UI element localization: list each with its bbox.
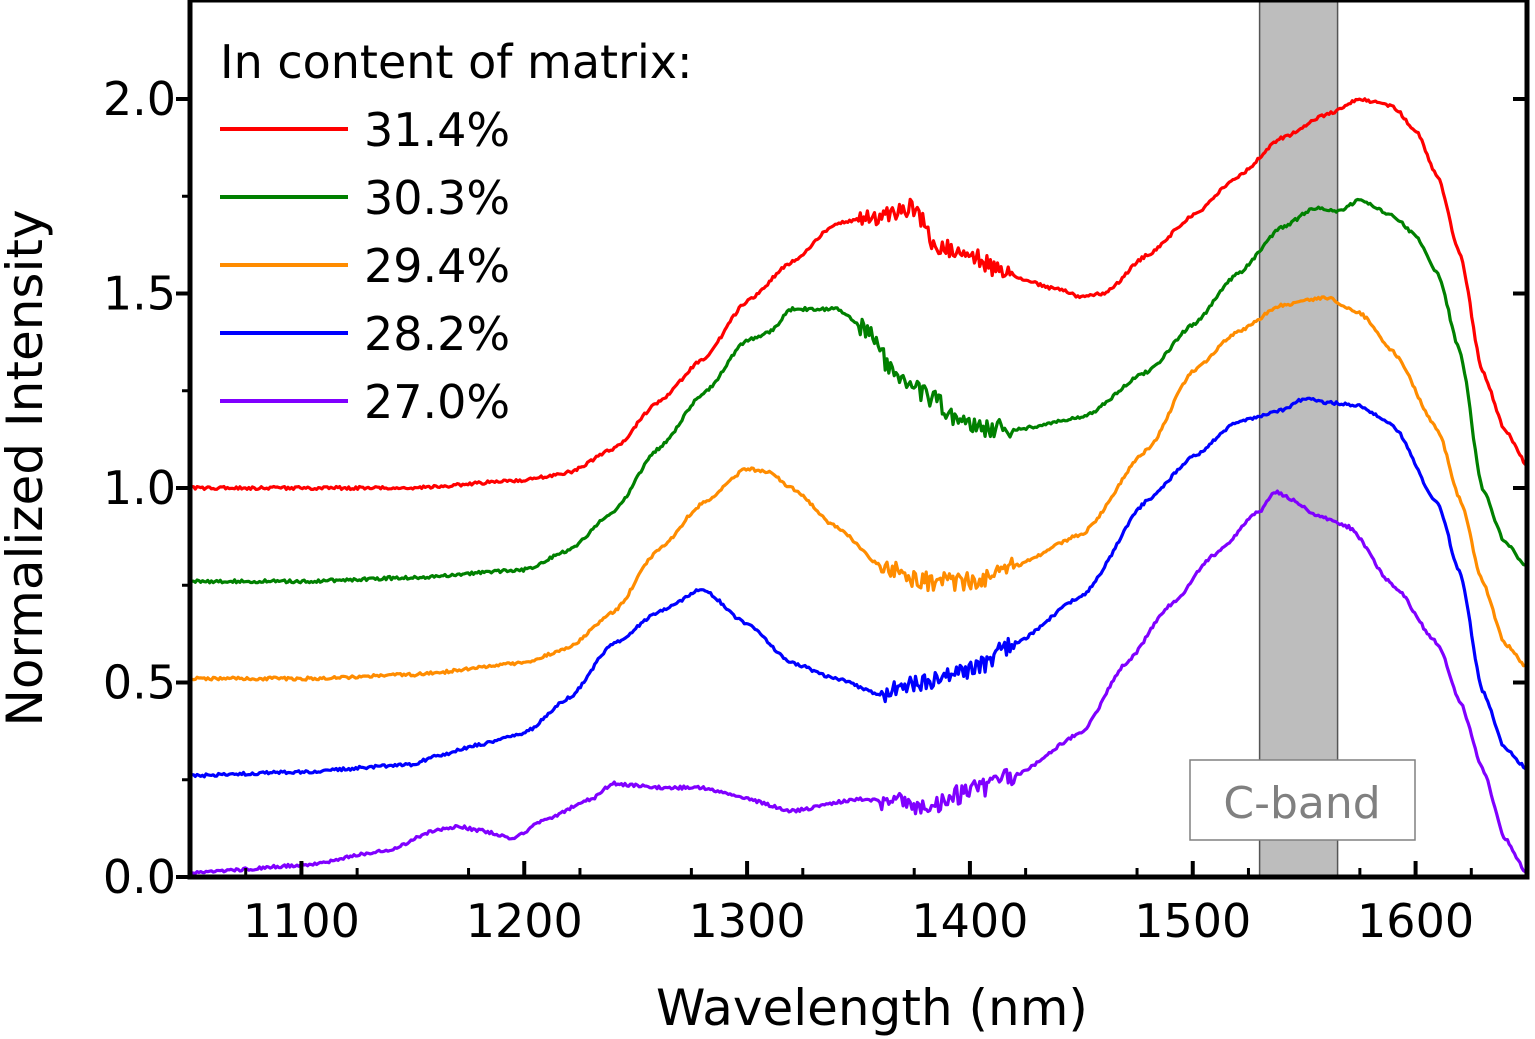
x-tick-label: 1400 [911,894,1028,948]
c-band-label-box [1189,759,1416,841]
legend-label: 28.2% [364,307,510,361]
series-line [190,396,1527,779]
y-tick-label: 0.0 [103,850,176,904]
x-tick-label: 1500 [1134,894,1251,948]
series-line [190,489,1527,875]
legend-title: In content of matrix: [220,35,693,89]
legend-label: 31.4% [364,103,510,157]
plot-frame [187,0,1530,880]
legend-label: 29.4% [364,239,510,293]
series-line [190,97,1527,492]
x-axis-title: Wavelength (nm) [656,979,1088,1037]
x-tick-label: 1600 [1357,894,1474,948]
series-layer [190,97,1527,875]
x-axis: 1100 1200 1300 1400 1500 1600 [243,861,1474,948]
c-band-label: C-band [1223,778,1380,829]
y-axis: 0.0 0.5 1.0 1.5 2.0 [103,72,1527,904]
series-line [190,295,1527,682]
y-tick-label: 0.5 [103,656,176,710]
y-axis-title: Normalized Intensity [0,209,54,726]
legend: In content of matrix: 31.4% 30.3% 29.4% 28.… [220,35,693,429]
y-tick-label: 1.0 [103,461,176,515]
y-tick-label: 2.0 [103,72,176,126]
c-band-region [1258,0,1339,878]
series-line [190,197,1527,585]
x-tick-label: 1200 [466,894,583,948]
legend-label: 27.0% [364,375,510,429]
legend-label: 30.3% [364,171,510,225]
y-tick-label: 1.5 [103,267,176,321]
x-tick-label: 1300 [689,894,806,948]
x-tick-label: 1100 [243,894,360,948]
